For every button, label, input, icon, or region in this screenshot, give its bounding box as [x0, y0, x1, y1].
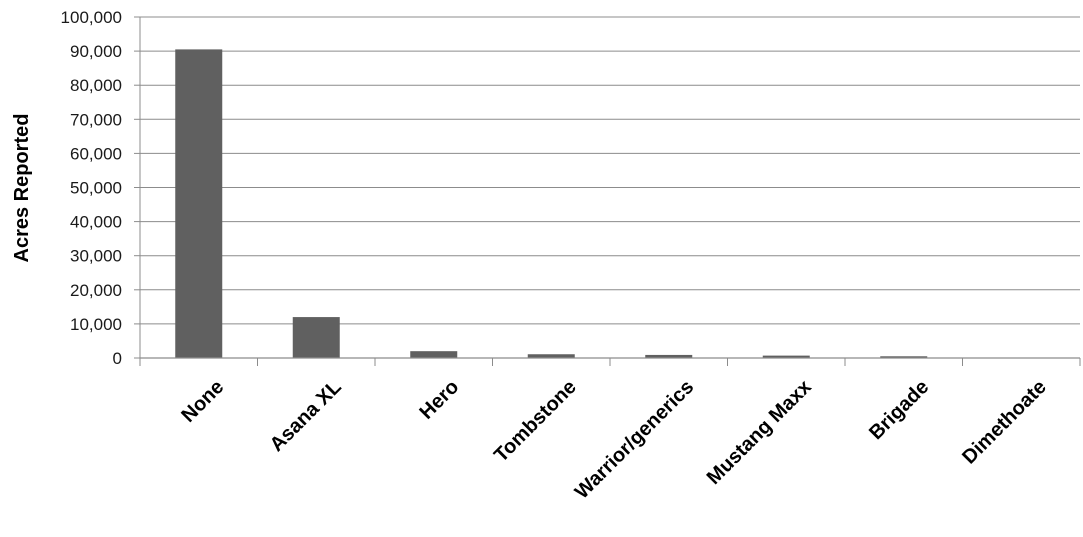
- y-tick-label: 50,000: [70, 179, 122, 198]
- y-tick-label: 0: [113, 349, 122, 368]
- y-tick-label: 10,000: [70, 315, 122, 334]
- bar-warrior-generics: [645, 354, 693, 358]
- bar-none: [175, 49, 223, 359]
- x-category-label: None: [177, 376, 228, 427]
- y-tick-label: 40,000: [70, 213, 122, 232]
- y-tick-labels: 0 10,000 20,000 30,000 40,000 50,000 60,000 70,…: [61, 8, 122, 368]
- bar-mustang-maxx: [762, 355, 810, 358]
- bar-brigade: [880, 356, 928, 358]
- y-axis-title: Acres Reported: [11, 114, 33, 263]
- y-tick-label: 80,000: [70, 76, 122, 95]
- x-category-labels: None Asana XL Hero TombstoneWarrior/generic…: [177, 376, 1050, 503]
- bar-hero: [410, 351, 458, 358]
- x-category-label: Mustang Maxx: [703, 376, 816, 489]
- x-category-label: Tombstone: [490, 376, 581, 467]
- x-category-label: Hero: [416, 376, 464, 424]
- gridlines: [134, 16, 1080, 359]
- axes: [139, 17, 1081, 366]
- x-category-label: Asana XL: [266, 376, 346, 456]
- bars: [175, 49, 1045, 359]
- y-tick-label: 20,000: [70, 281, 122, 300]
- x-category-label: Brigade: [865, 376, 933, 444]
- bar-tombstone: [527, 354, 575, 358]
- y-tick-label: 60,000: [70, 144, 122, 163]
- y-tick-label: 100,000: [61, 8, 122, 27]
- y-tick-label: 30,000: [70, 247, 122, 266]
- y-tick-label: 70,000: [70, 110, 122, 129]
- y-tick-label: 90,000: [70, 42, 122, 61]
- x-category-label: Dimethoate: [958, 376, 1051, 469]
- x-category-label: Warrior/generics: [571, 376, 698, 503]
- bar-asana-xl: [292, 317, 340, 358]
